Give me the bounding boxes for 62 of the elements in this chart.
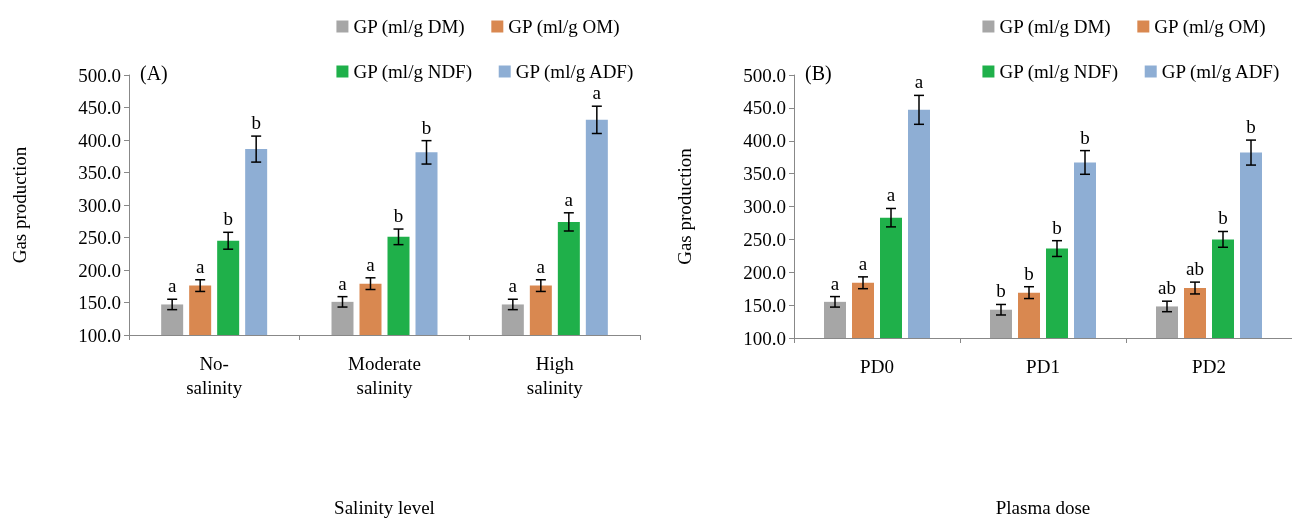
legend-label: GP (ml/g NDF) [999,61,1119,83]
x-tick-label: High salinity [526,352,584,398]
y-tick-label: 500.0 [743,64,786,86]
data-label: a [830,272,840,294]
y-axis-title: Gas production [674,147,695,265]
y-axis-title: Gas production [9,146,30,264]
data-label: a [338,272,348,294]
y-tick-label: 150.0 [743,294,786,316]
y-tick-label: 250.0 [78,227,121,248]
data-label: a [508,275,518,297]
x-tick-label: No-salinity [186,352,243,398]
data-label: a [564,188,574,210]
y-tick-label: 500.0 [78,64,121,86]
legend-label: GP (ml/g OM) [508,16,620,38]
legend-label: GP (ml/g ADF) [1161,61,1280,83]
x-tick-label: PD0 [860,355,894,377]
y-tick-label: 200.0 [78,259,121,281]
data-label: a [167,275,177,297]
y-tick-label: 150.0 [78,292,121,313]
legend-label: GP (ml/g DM) [353,16,465,38]
data-label: b [1024,262,1034,284]
data-label: b [996,280,1006,302]
y-tick-label: 450.0 [78,97,121,118]
data-label: a [536,255,546,277]
data-label: b [1218,207,1228,229]
x-axis-title: Salinity level [334,497,435,518]
data-label: a [858,252,868,274]
data-label: b [1052,216,1062,238]
y-tick-label: 300.0 [743,196,786,217]
y-tick-label: 200.0 [743,261,786,283]
legend-label: GP (ml/g ADF) [515,61,634,83]
x-axis-title: Plasma dose [995,497,1091,518]
legend-label: GP (ml/g OM) [1154,16,1266,38]
chart-title: (B) [805,62,832,85]
y-tick-label: 350.0 [743,163,786,185]
x-tick-label: PD1 [1026,355,1060,377]
y-tick-label: 400.0 [78,129,121,151]
data-label: a [592,82,602,104]
data-label: b [223,208,233,230]
y-tick-label: 300.0 [78,194,121,216]
data-label: b [393,205,404,227]
chart-title: (A) [140,62,168,85]
legend-label: GP (ml/g DM) [999,16,1111,38]
data-label: b [1080,126,1090,148]
x-tick-label: Moderate salinity [348,352,421,398]
x-tick-label: PD2 [1192,355,1226,377]
data-label: ab [1186,258,1204,280]
legend-label: GP (ml/g NDF) [353,61,473,83]
data-label: b [421,116,432,138]
y-tick-label: 250.0 [743,228,786,250]
data-label: b [1246,116,1256,138]
y-tick-label: 350.0 [78,162,121,183]
data-label: a [914,71,924,93]
y-tick-label: 450.0 [743,97,786,119]
y-tick-label: 100.0 [78,324,121,346]
data-label: a [366,253,376,275]
y-tick-label: 100.0 [743,327,786,349]
y-tick-label: 400.0 [743,130,786,152]
data-label: ab [1158,277,1176,299]
data-label: a [886,184,896,206]
data-label: a [195,255,205,277]
data-label: b [251,112,261,134]
